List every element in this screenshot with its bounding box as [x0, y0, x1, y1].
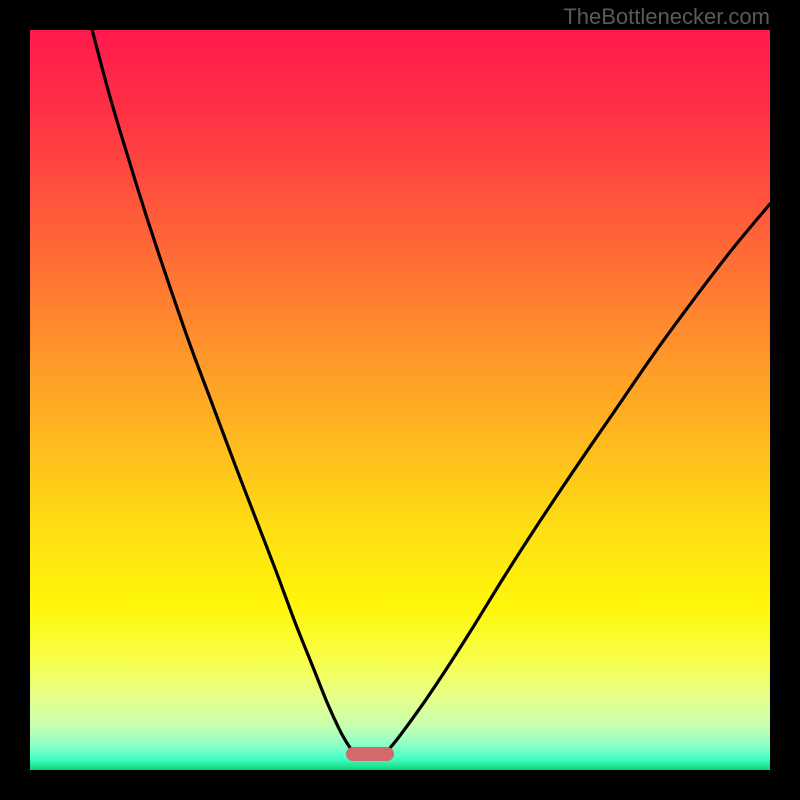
curve-left-branch: [92, 30, 351, 749]
curve-right-branch: [389, 204, 770, 749]
bottleneck-curve: [30, 30, 770, 770]
watermark-text: TheBottlenecker.com: [563, 4, 770, 30]
chart-container: TheBottlenecker.com: [0, 0, 800, 800]
plot-area: [30, 30, 770, 770]
optimum-marker: [346, 747, 394, 761]
